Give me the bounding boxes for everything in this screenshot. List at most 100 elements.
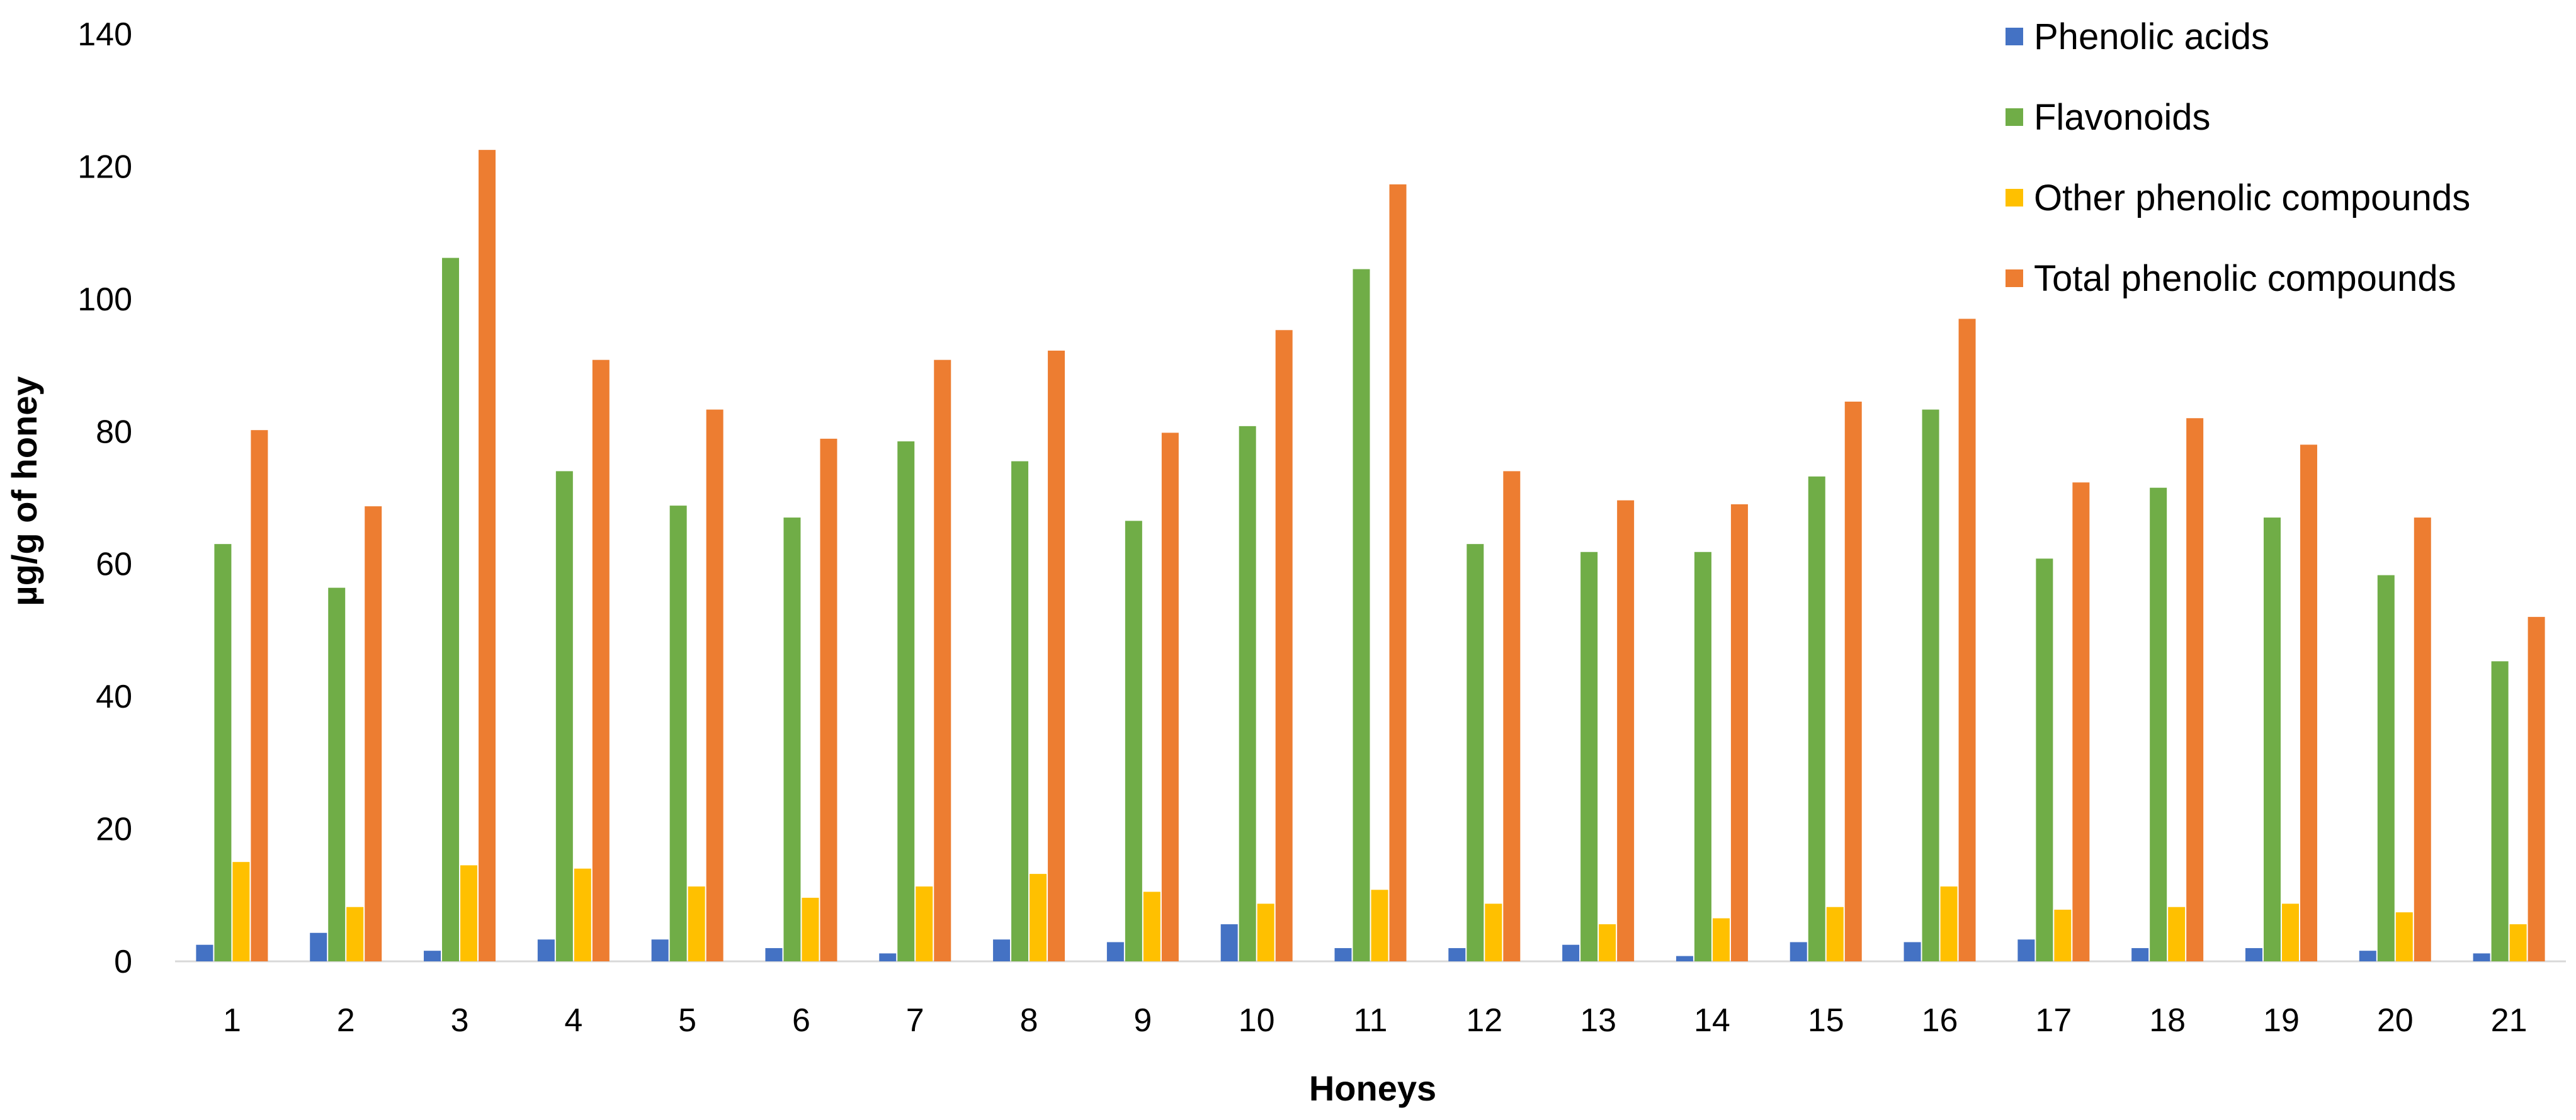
bar (1448, 947, 1466, 961)
bar (424, 951, 441, 961)
bar (2150, 487, 2167, 961)
bar (2186, 418, 2204, 961)
bar (1922, 409, 1939, 961)
bar (1844, 401, 1862, 961)
x-tick-label: 4 (564, 1002, 582, 1039)
bar (2395, 912, 2413, 961)
bar (765, 947, 783, 961)
bar (993, 939, 1011, 961)
bar (1353, 269, 1370, 961)
series-0 (196, 924, 2490, 961)
bar (2473, 953, 2490, 961)
bar (2281, 903, 2299, 961)
bar (802, 897, 819, 961)
bar (879, 953, 897, 961)
bar (1790, 942, 1807, 961)
x-axis-title: Honeys (1309, 1068, 1436, 1108)
x-tick-label: 12 (1466, 1002, 1502, 1039)
bar (1694, 552, 1711, 961)
x-tick-label: 17 (2035, 1002, 2072, 1039)
bar (592, 359, 610, 961)
bar (460, 865, 478, 961)
bar (688, 886, 705, 961)
bar (783, 518, 801, 961)
legend-label: Phenolic acids (2034, 16, 2269, 57)
bar (1580, 552, 1598, 961)
bar (2017, 939, 2035, 961)
bar (196, 944, 213, 961)
legend-label: Flavonoids (2034, 97, 2210, 138)
bar (2036, 558, 2053, 961)
bar (2131, 947, 2149, 961)
bar (2414, 518, 2431, 961)
legend-label: Total phenolic compounds (2034, 258, 2456, 299)
bar (1730, 504, 1748, 961)
bar (1617, 500, 1635, 961)
bar (2054, 909, 2072, 961)
bar (2263, 518, 2281, 961)
bar (1562, 944, 1580, 961)
y-tick-label: 120 (77, 149, 132, 185)
bar (251, 430, 268, 961)
y-tick-label: 80 (96, 414, 132, 450)
bar (1011, 461, 1029, 961)
x-tick-label: 1 (223, 1002, 241, 1039)
bar (1503, 471, 1521, 961)
legend-swatch (2006, 108, 2023, 126)
bar (820, 438, 837, 961)
x-tick-label: 6 (792, 1002, 810, 1039)
bar (2377, 575, 2395, 961)
bar (537, 939, 555, 961)
x-tick-label: 11 (1354, 1002, 1388, 1039)
bar (706, 409, 723, 961)
x-tick-label: 20 (2377, 1002, 2414, 1039)
legend-item: Other phenolic compounds (2006, 178, 2470, 218)
bar (1958, 319, 1976, 962)
bar (2072, 482, 2090, 961)
x-tick-label: 2 (337, 1002, 355, 1039)
bar (897, 441, 915, 961)
bar (2509, 924, 2527, 961)
bar (1161, 433, 1179, 961)
bar (1106, 942, 1124, 961)
y-tick-label: 20 (96, 812, 132, 848)
series-2 (232, 862, 2527, 961)
series-3 (251, 150, 2545, 962)
bar (651, 939, 669, 961)
x-tick-label: 5 (678, 1002, 696, 1039)
legend-item: Total phenolic compounds (2006, 258, 2456, 299)
bar (1826, 907, 1844, 961)
bar (479, 150, 496, 961)
x-tick-label: 21 (2491, 1002, 2528, 1039)
bar (1220, 924, 1238, 961)
x-tick-label: 7 (906, 1002, 924, 1039)
bar (2491, 661, 2509, 961)
series-1 (214, 257, 2509, 962)
bar (1371, 890, 1388, 961)
bar (2168, 907, 2186, 961)
bar (555, 471, 573, 961)
bar (1334, 947, 1352, 961)
y-tick-label: 0 (114, 944, 132, 980)
bar (1257, 903, 1274, 961)
bar (1389, 184, 1407, 961)
bar (934, 359, 951, 961)
bar (2245, 947, 2262, 961)
y-tick-label: 100 (77, 281, 132, 318)
x-tick-label: 18 (2149, 1002, 2186, 1039)
bar (916, 886, 933, 961)
legend-item: Phenolic acids (2006, 16, 2269, 57)
y-tick-label: 140 (77, 16, 132, 53)
bar (574, 868, 591, 961)
x-tick-label: 19 (2263, 1002, 2300, 1039)
legend-item: Flavonoids (2006, 97, 2210, 138)
y-tick-label: 60 (96, 546, 132, 583)
y-axis-title: µg/g of honey (4, 376, 44, 606)
bar (1239, 426, 1256, 961)
x-tick-label: 8 (1020, 1002, 1038, 1039)
bar (1485, 903, 1502, 961)
bar (1599, 924, 1616, 961)
x-tick-label: 9 (1133, 1002, 1152, 1039)
